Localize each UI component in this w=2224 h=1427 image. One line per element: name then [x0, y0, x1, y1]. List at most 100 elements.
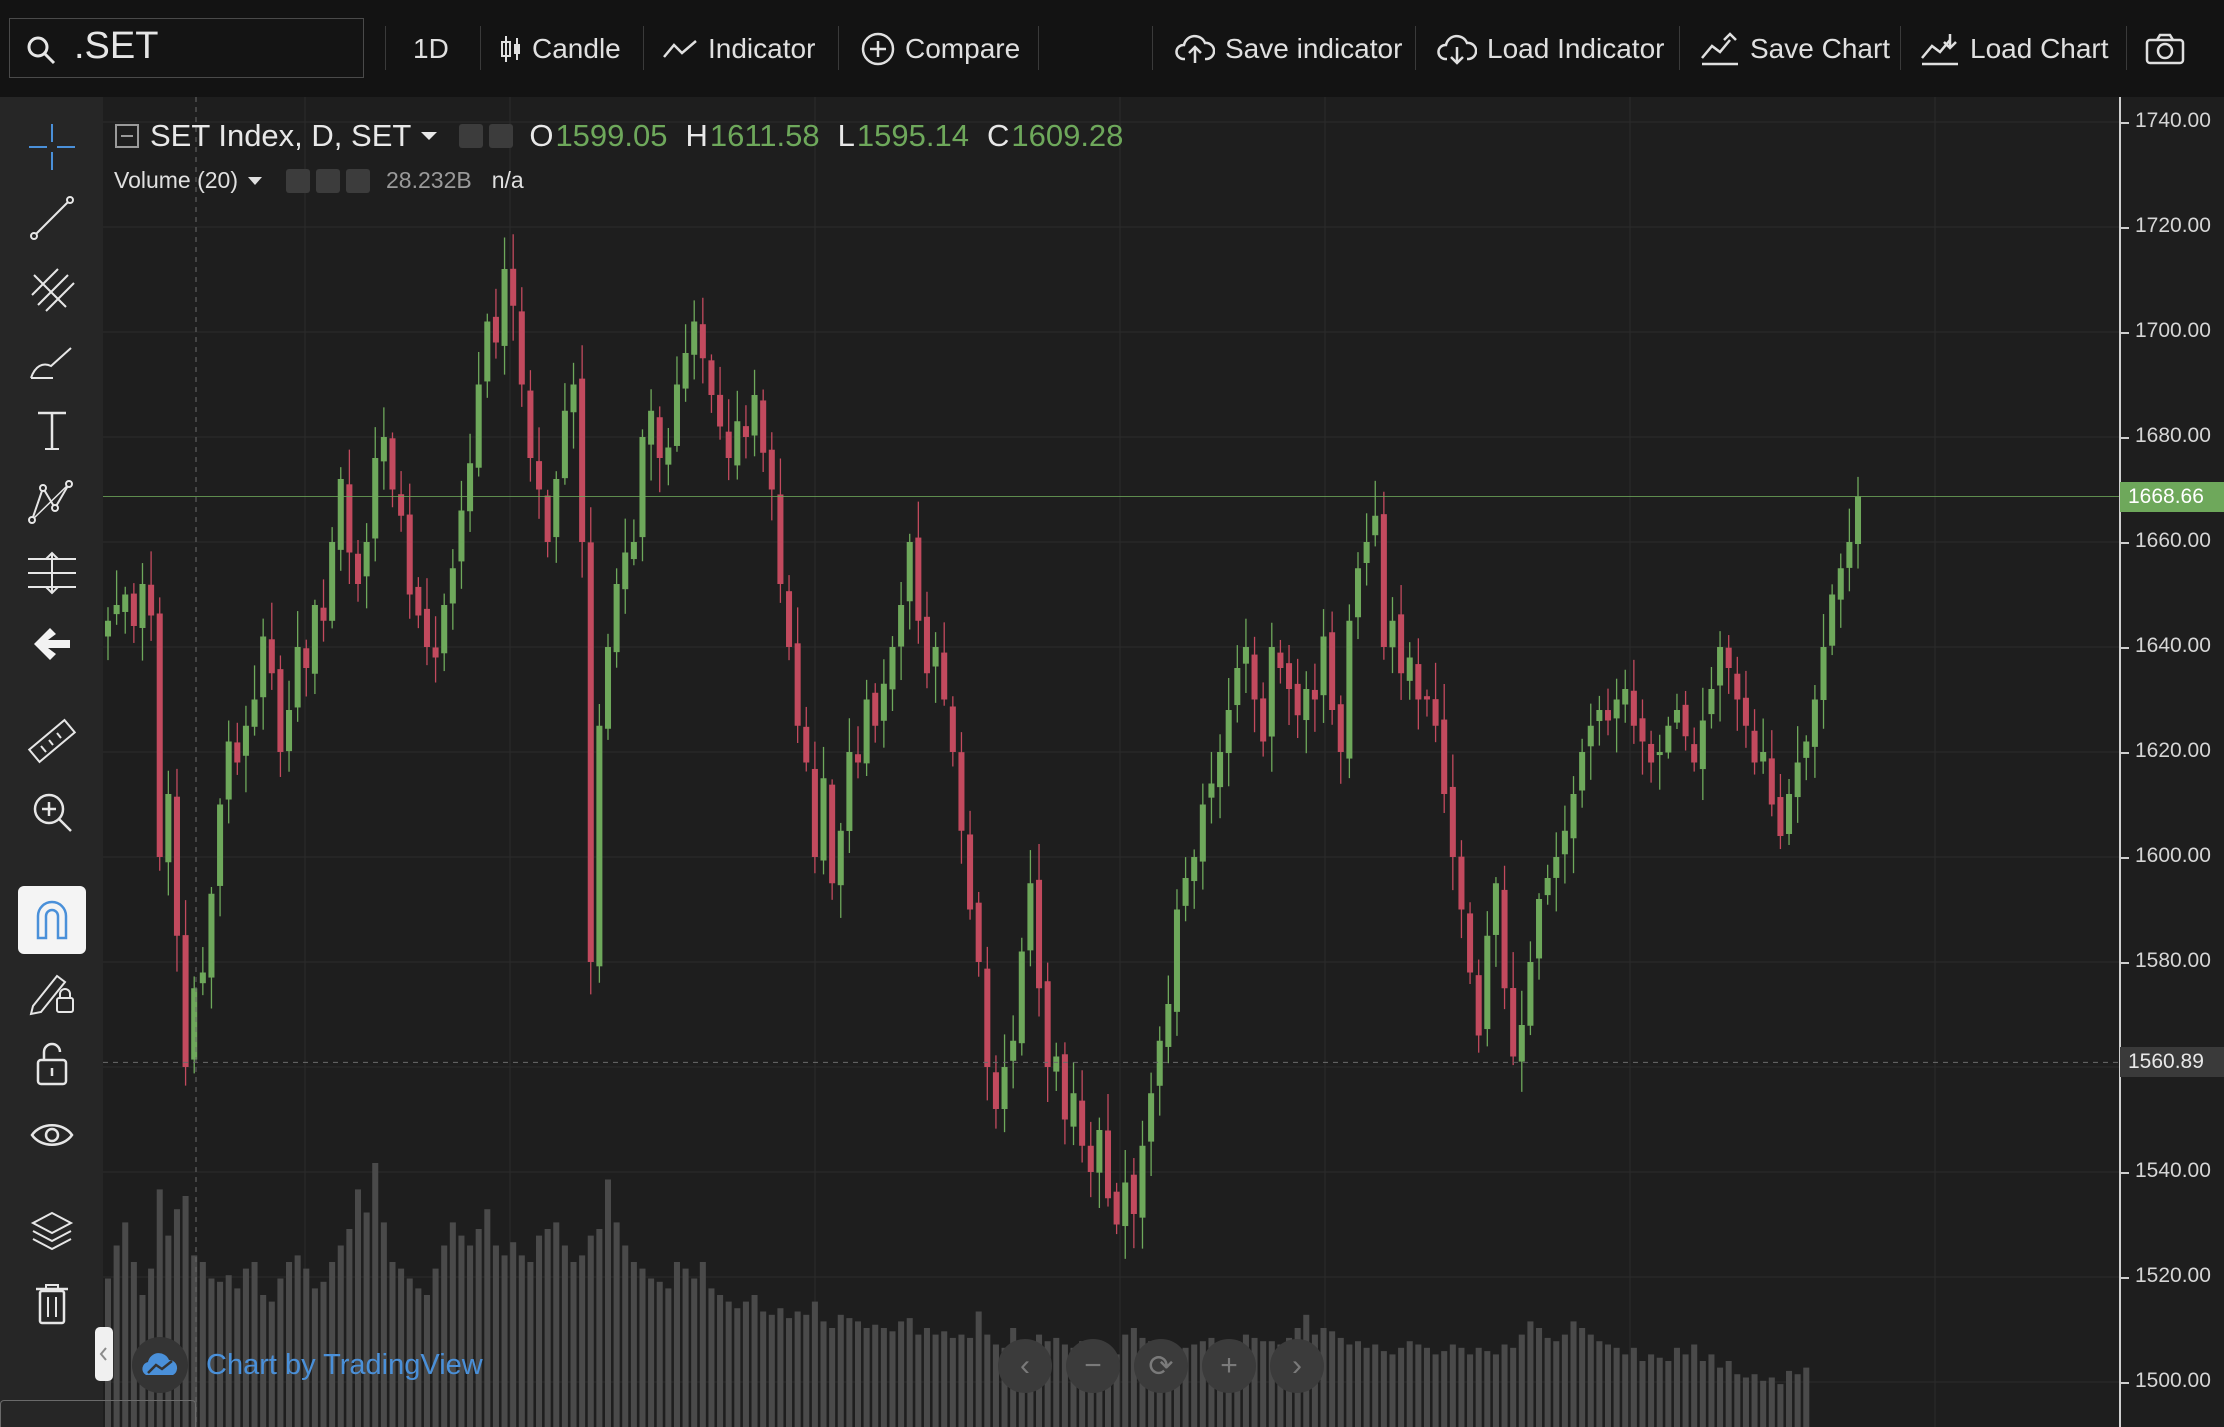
scroll-left-button[interactable]: ‹ — [998, 1339, 1052, 1393]
save-chart-button[interactable]: Save Chart — [1700, 0, 1890, 97]
price-tick-mark — [2121, 857, 2129, 859]
candle — [1173, 889, 1180, 1036]
candle — [1699, 687, 1706, 801]
tradingview-branding[interactable]: Chart by TradingView — [132, 1337, 483, 1393]
price-tick-mark — [2121, 542, 2129, 544]
trend-line-icon — [30, 196, 74, 240]
volume-bar — [1587, 1334, 1594, 1427]
unlock-icon — [36, 1042, 68, 1086]
magnet-tool[interactable] — [18, 886, 86, 954]
volume-bar — [829, 1328, 836, 1427]
candle — [1742, 670, 1749, 748]
zoom-tool[interactable] — [18, 778, 86, 846]
cloud-download-icon — [1437, 34, 1477, 65]
candle — [639, 429, 646, 562]
symbol-title[interactable]: SET Index, D, SET — [150, 118, 412, 153]
chevron-right-icon: › — [1292, 1349, 1302, 1382]
remove-drawings-tool[interactable] — [18, 1269, 86, 1337]
candle — [1346, 604, 1353, 779]
volume-value: 28.232B — [386, 167, 472, 193]
camera-icon — [2145, 33, 2185, 64]
lock-drawing-tool[interactable] — [18, 959, 86, 1027]
brush-tool[interactable] — [18, 326, 86, 394]
separator — [2126, 26, 2127, 70]
candle — [734, 390, 741, 480]
collapse-legend-icon[interactable] — [114, 123, 140, 149]
candle — [648, 389, 655, 481]
candle — [1630, 659, 1637, 744]
position-tool[interactable] — [18, 539, 86, 607]
volume-bar — [553, 1222, 560, 1427]
text-tool[interactable] — [18, 397, 86, 465]
trend-line-tool[interactable] — [18, 184, 86, 252]
candle — [501, 237, 508, 375]
candle — [122, 586, 129, 634]
candle — [423, 578, 430, 666]
candle — [1854, 476, 1862, 569]
price-axis[interactable]: 1740.00 1720.00 1700.00 1680.00 1660.00 1640.… — [2119, 97, 2224, 1427]
candle — [1122, 1150, 1129, 1259]
object-tree-tool[interactable] — [18, 1198, 86, 1266]
measure-tool[interactable] — [18, 707, 86, 775]
candle — [544, 489, 551, 558]
candle — [811, 741, 818, 874]
load-indicator-button[interactable]: Load Indicator — [1437, 0, 1664, 97]
sidebar-toggle-handle[interactable] — [95, 1327, 113, 1381]
bottom-panel-tab[interactable] — [0, 1400, 196, 1427]
close-label: C — [986, 118, 1010, 153]
zoom-in-button[interactable]: + — [1202, 1339, 1256, 1393]
crosshair-tool[interactable] — [18, 113, 86, 181]
chevron-down-icon[interactable] — [419, 129, 439, 143]
volume-bar — [846, 1318, 853, 1427]
candle — [630, 519, 637, 566]
candle — [277, 655, 284, 777]
volume-bar — [1751, 1374, 1758, 1427]
volume-bar — [1794, 1374, 1801, 1427]
symbol-search-input[interactable]: .SET — [9, 18, 364, 78]
long-position-icon — [28, 551, 76, 595]
candle — [1803, 735, 1810, 781]
visibility-tool[interactable] — [18, 1101, 86, 1169]
chart-type-button[interactable]: Candle — [500, 0, 621, 97]
screenshot-button[interactable] — [2145, 0, 2185, 97]
reset-chart-button[interactable]: ⟳ — [1134, 1339, 1188, 1393]
candle — [958, 732, 965, 864]
candle — [682, 324, 689, 402]
pattern-tool[interactable] — [18, 468, 86, 536]
scroll-right-button[interactable]: › — [1270, 1339, 1324, 1393]
legend-eye-icon[interactable] — [286, 168, 311, 193]
indicator-button[interactable]: Indicator — [662, 0, 815, 97]
legend-settings-icon[interactable] — [316, 168, 341, 193]
candle — [1768, 730, 1775, 817]
volume-bar — [708, 1288, 715, 1427]
load-chart-button[interactable]: Load Chart — [1920, 0, 2109, 97]
chevron-down-icon[interactable] — [246, 175, 264, 187]
price-tick-mark — [2121, 332, 2129, 334]
candle — [1725, 635, 1732, 694]
volume-bar — [725, 1301, 732, 1427]
volume-bar — [1398, 1347, 1405, 1427]
volume-bar — [1432, 1354, 1439, 1427]
volume-bar — [501, 1255, 508, 1427]
volume-bar — [251, 1262, 258, 1427]
candle — [303, 639, 310, 697]
volume-title[interactable]: Volume (20) — [114, 167, 239, 193]
volume-bar — [1061, 1344, 1068, 1427]
compare-button[interactable]: Compare — [861, 0, 1020, 97]
symbol-search-value: .SET — [74, 25, 159, 67]
fib-tool[interactable] — [18, 255, 86, 323]
zoom-out-button[interactable]: − — [1066, 1339, 1120, 1393]
legend-close-icon[interactable] — [346, 168, 371, 193]
candle — [1104, 1094, 1112, 1207]
candlestick-chart[interactable] — [103, 97, 2119, 1427]
save-indicator-button[interactable]: Save indicator — [1175, 0, 1402, 97]
volume-bar — [1268, 1341, 1275, 1427]
unlock-tool[interactable] — [18, 1030, 86, 1098]
legend-eye-icon[interactable] — [459, 124, 484, 148]
candle — [1579, 738, 1586, 808]
legend-settings-icon[interactable] — [489, 124, 514, 148]
candle — [1277, 639, 1284, 684]
back-tool[interactable] — [18, 610, 86, 678]
interval-button[interactable]: 1D — [413, 0, 449, 97]
chart-pane[interactable] — [103, 97, 2119, 1427]
